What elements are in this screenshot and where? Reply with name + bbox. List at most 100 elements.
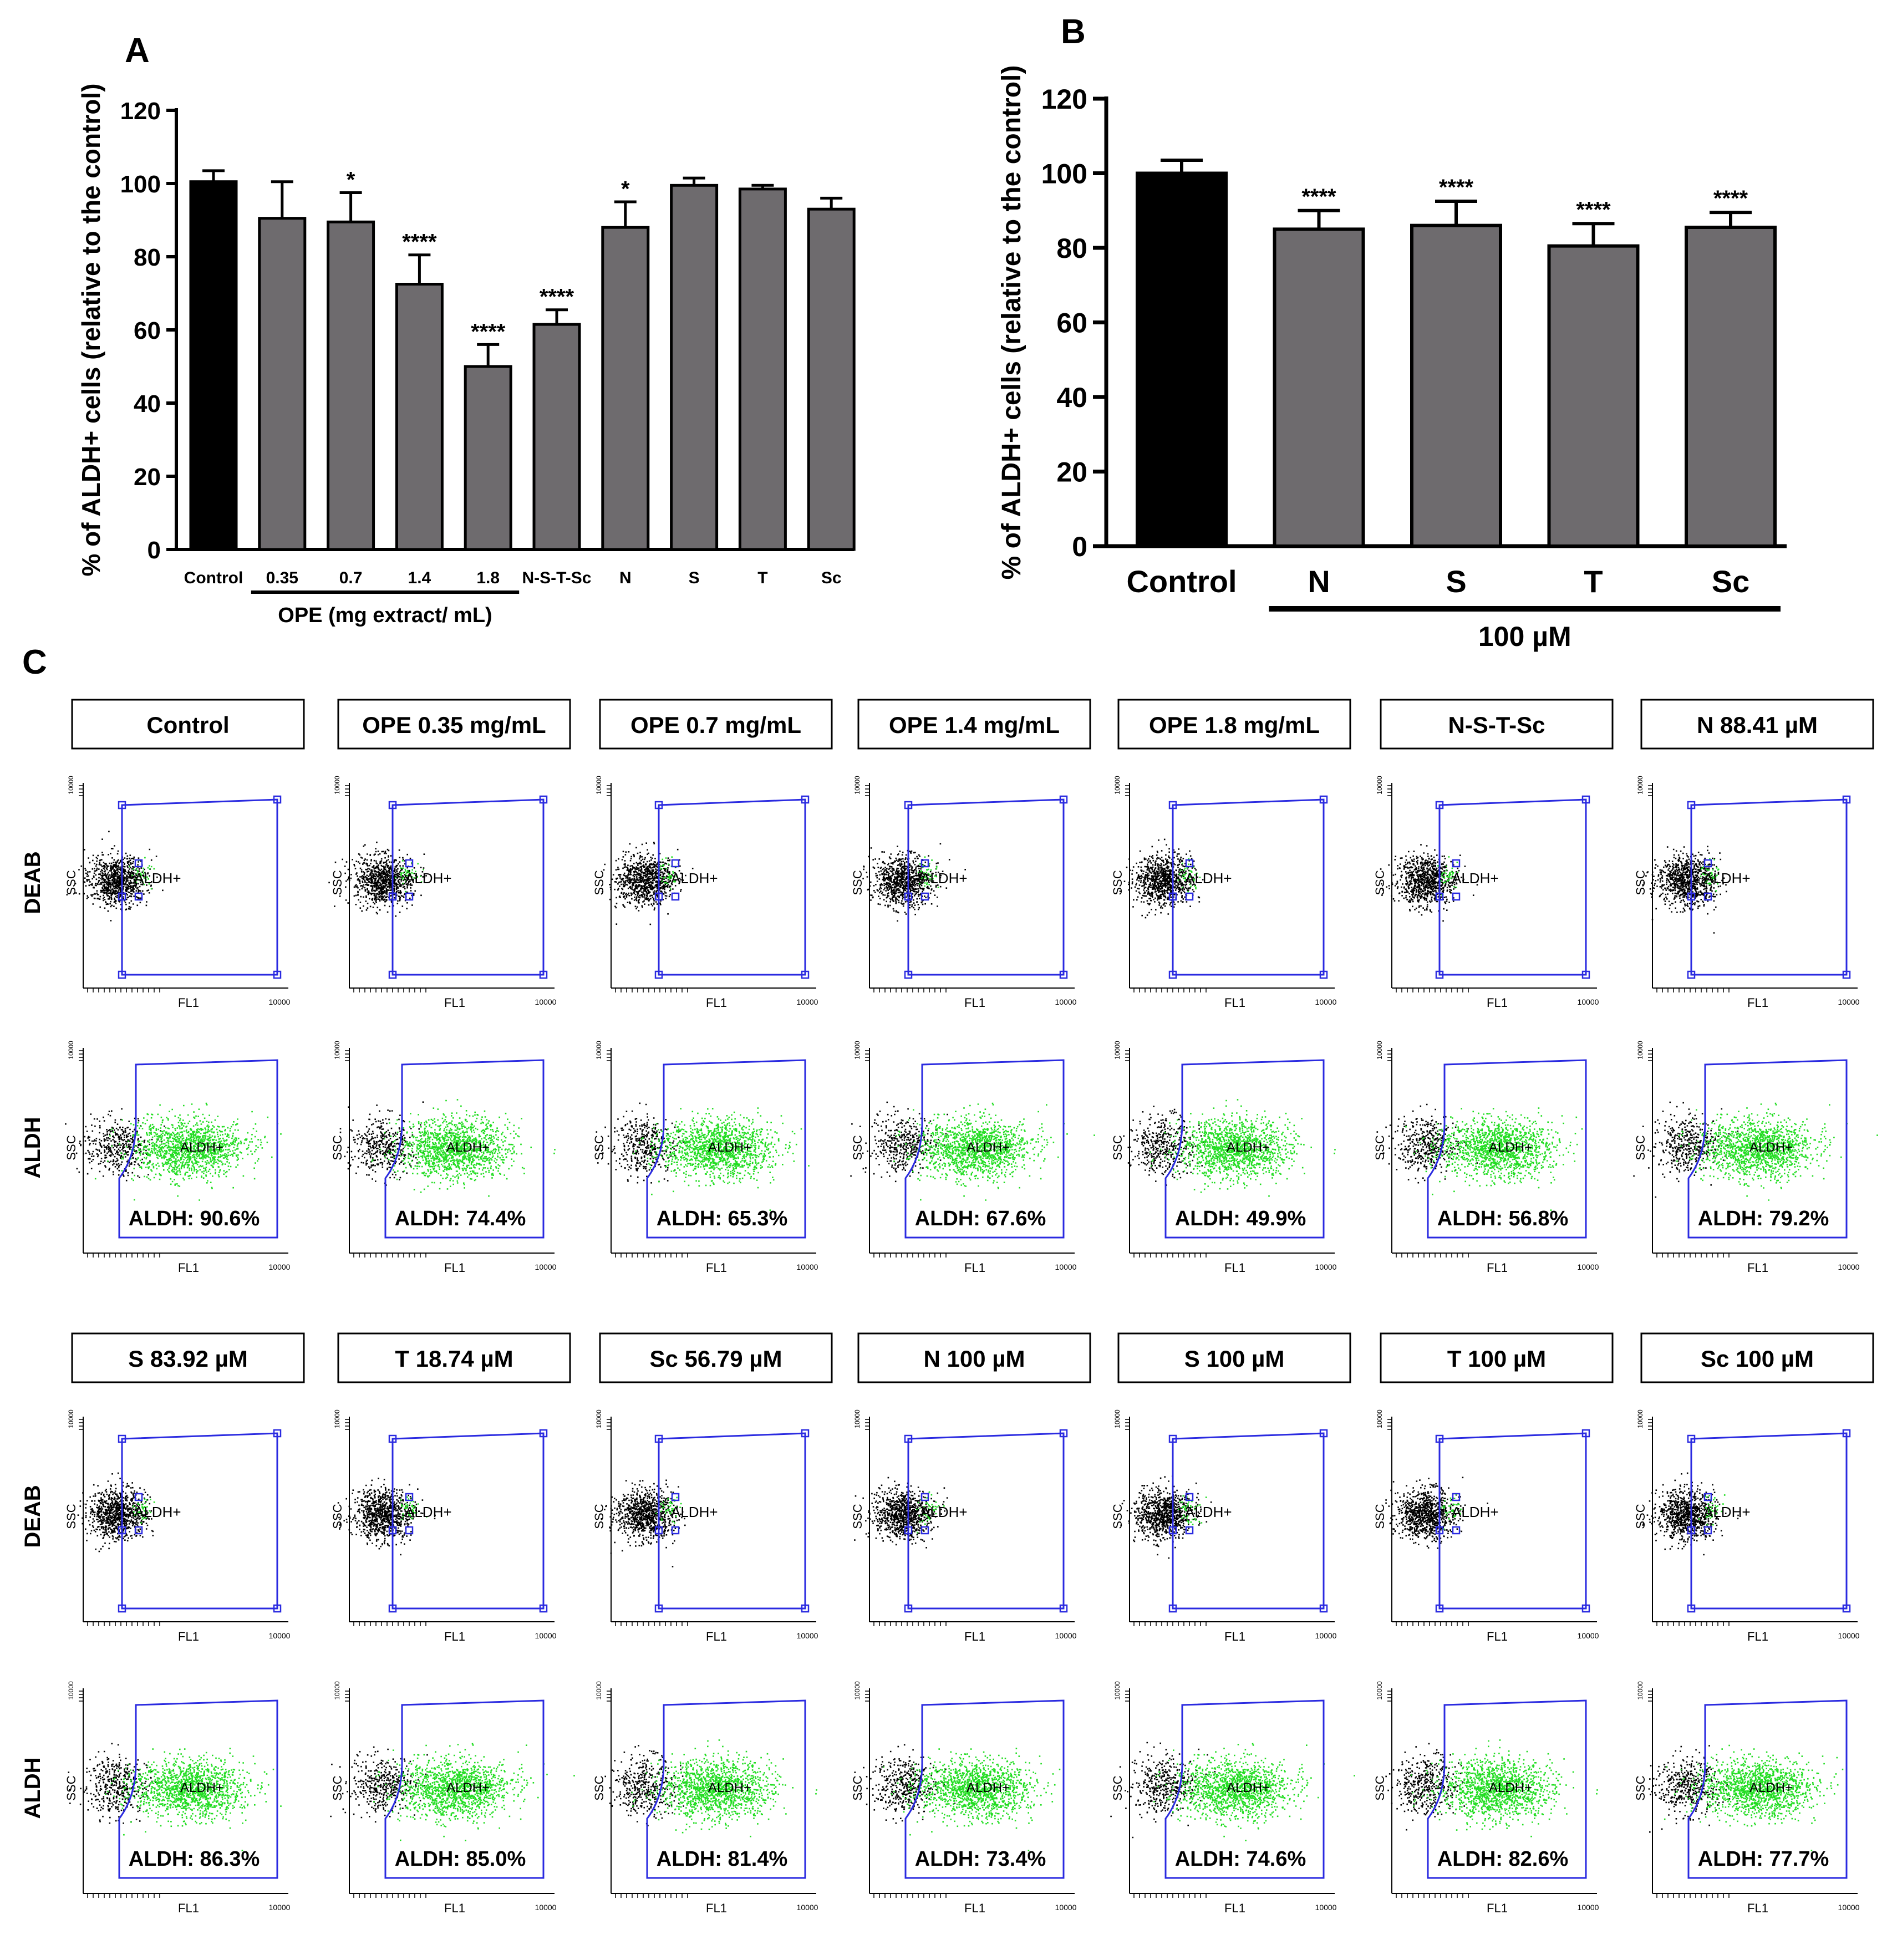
gate-handle bbox=[134, 859, 143, 868]
gate-label: ALDH+ bbox=[405, 870, 452, 887]
y-max-tick-label: 10000 bbox=[1376, 1681, 1384, 1700]
gate-handle bbox=[1319, 1604, 1328, 1613]
gate-handle bbox=[134, 1493, 143, 1501]
condition-label: S 100 µM bbox=[1184, 1346, 1285, 1372]
black-cloud bbox=[604, 1745, 686, 1826]
aldh-percentage: ALDH: 79.2% bbox=[1698, 1207, 1829, 1230]
group-label: 100 µM bbox=[1478, 621, 1571, 652]
aldh-percentage: ALDH: 73.4% bbox=[915, 1847, 1046, 1871]
gate-handle bbox=[273, 1604, 282, 1613]
gate-label: ALDH+ bbox=[1749, 1140, 1793, 1155]
y-tick-label: 100 bbox=[1041, 159, 1087, 190]
gate-polygon bbox=[646, 1059, 806, 1239]
gate-handle bbox=[118, 801, 126, 810]
gate-label: ALDH+ bbox=[1452, 870, 1499, 887]
gate-handle bbox=[1452, 1526, 1461, 1535]
green-dots bbox=[400, 1496, 428, 1520]
gate-handle bbox=[539, 970, 548, 979]
condition-label: OPE 0.35 mg/mL bbox=[362, 712, 546, 738]
gate-handle bbox=[1842, 795, 1851, 804]
condition-box bbox=[71, 1332, 305, 1383]
gate-handle bbox=[904, 1604, 913, 1613]
flow-plot-bottom-4: S 100 µM SSC FL1 10000 10000 ALDH+ bbox=[1111, 1332, 1351, 1643]
bar bbox=[807, 207, 856, 551]
condition-box bbox=[857, 699, 1091, 750]
aldh-percentage: ALDH: 74.4% bbox=[395, 1207, 526, 1230]
category-label: Sc bbox=[821, 569, 842, 587]
gate-polygon bbox=[118, 1059, 278, 1239]
ssc-label: SSC bbox=[1373, 1504, 1387, 1529]
category-label: S bbox=[1446, 564, 1466, 599]
gate-handle bbox=[539, 795, 548, 804]
gate-handle bbox=[1687, 892, 1696, 901]
bar bbox=[258, 217, 307, 551]
aldh-percentage: ALDH: 65.3% bbox=[657, 1207, 788, 1230]
gate-handle bbox=[1168, 1604, 1177, 1613]
chart-b: % of ALDH+ cells (relative to the contro… bbox=[997, 65, 1787, 652]
gate-handle bbox=[1842, 1604, 1851, 1613]
fl1-label: FL1 bbox=[1487, 1261, 1508, 1275]
bar bbox=[532, 323, 581, 551]
y-max-tick-label: 10000 bbox=[1113, 1681, 1121, 1700]
category-label: N bbox=[619, 569, 632, 587]
gate-handle bbox=[405, 1526, 414, 1535]
x-max-tick-label: 10000 bbox=[1315, 997, 1337, 1006]
significance-label: * bbox=[621, 177, 630, 201]
gate-handle bbox=[671, 1526, 680, 1535]
gate-handle bbox=[405, 859, 414, 868]
green-cloud bbox=[631, 1739, 817, 1837]
x-max-tick-label: 10000 bbox=[797, 997, 818, 1006]
condition-label: OPE 0.7 mg/mL bbox=[630, 712, 801, 738]
gate-handle bbox=[1168, 1434, 1177, 1443]
y-tick-label: 60 bbox=[134, 317, 161, 344]
gate-handle bbox=[1687, 1604, 1696, 1613]
gate-handle bbox=[904, 801, 913, 810]
gate-handle bbox=[1319, 1429, 1328, 1438]
fl1-label: FL1 bbox=[178, 996, 199, 1010]
fl1-label: FL1 bbox=[964, 996, 985, 1010]
significance-label: **** bbox=[1713, 186, 1748, 211]
category-label: Control bbox=[184, 569, 243, 587]
gate-label: ALDH+ bbox=[1227, 1780, 1270, 1795]
gate-label: ALDH+ bbox=[1227, 1140, 1270, 1155]
y-max-tick-label: 10000 bbox=[853, 1409, 861, 1428]
gate-handle bbox=[405, 892, 414, 901]
condition-box bbox=[1640, 699, 1874, 750]
gate-handle bbox=[1168, 1526, 1177, 1535]
aldh-percentage: ALDH: 85.0% bbox=[395, 1847, 526, 1871]
ssc-label: SSC bbox=[592, 1775, 606, 1800]
gate-handle bbox=[1581, 970, 1590, 979]
ssc-label: SSC bbox=[330, 1775, 344, 1800]
group-label: OPE (mg extract/ mL) bbox=[278, 604, 492, 627]
green-cloud bbox=[1664, 1744, 1844, 1851]
y-tick-label: 100 bbox=[120, 171, 161, 198]
gate-handle bbox=[388, 1604, 397, 1613]
ssc-label: SSC bbox=[330, 1504, 344, 1529]
x-max-tick-label: 10000 bbox=[797, 1631, 818, 1640]
x-max-tick-label: 10000 bbox=[269, 1903, 291, 1912]
fl1-label: FL1 bbox=[1747, 1901, 1768, 1915]
gate-label: ALDH+ bbox=[967, 1140, 1010, 1155]
fl1-label: FL1 bbox=[444, 996, 465, 1010]
ssc-label: SSC bbox=[1111, 870, 1125, 895]
flow-plot-bottom-1: SSC FL1 10000 10000 ALDH+ ALDH: 85.0% bbox=[330, 1681, 575, 1915]
green-cloud bbox=[1676, 1102, 1878, 1201]
gate-handle bbox=[1452, 1493, 1461, 1501]
gate-polygon bbox=[658, 1432, 806, 1610]
fl1-label: FL1 bbox=[1747, 1261, 1768, 1275]
gate-handle bbox=[671, 859, 680, 868]
gate-handle bbox=[134, 1526, 143, 1535]
gate-handle bbox=[1703, 859, 1712, 868]
gate-label: ALDH+ bbox=[446, 1780, 490, 1795]
gate-handle bbox=[1435, 1526, 1444, 1535]
y-max-tick-label: 10000 bbox=[1113, 1409, 1121, 1428]
gate-label: ALDH+ bbox=[1703, 870, 1751, 887]
flow-plot-top-2: SSC FL1 10000 10000 ALDH+ ALDH: 65.3% bbox=[592, 1041, 818, 1275]
fl1-label: FL1 bbox=[444, 1630, 465, 1643]
gate-handle bbox=[1168, 892, 1177, 901]
y-tick-label: 80 bbox=[134, 244, 161, 271]
condition-box bbox=[337, 699, 571, 750]
gate-handle bbox=[904, 892, 913, 901]
black-cloud bbox=[854, 1477, 948, 1549]
gate-polygon bbox=[1438, 798, 1587, 976]
